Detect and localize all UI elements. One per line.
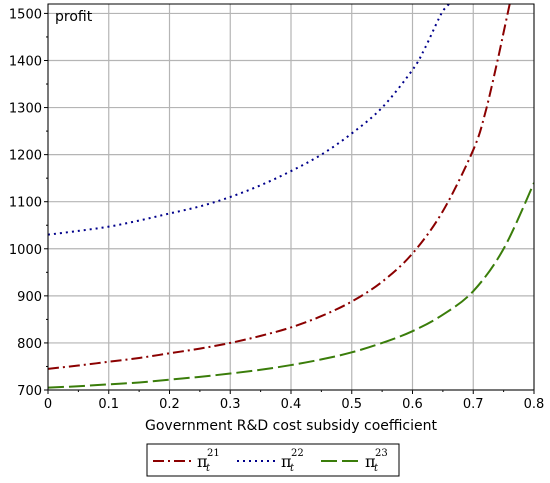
series-line-22: [48, 4, 449, 235]
x-tick-label: 0.6: [402, 397, 423, 412]
series-line-21: [48, 4, 510, 369]
legend-superscript: 22: [291, 448, 304, 459]
y-tick-label: 1100: [9, 196, 42, 211]
y-axis-label: profit: [55, 9, 93, 25]
legend-superscript: 23: [375, 448, 388, 459]
x-axis-label: Government R&D cost subsidy coefficient: [145, 418, 437, 434]
x-tick-label: 0.2: [159, 397, 180, 412]
y-tick-label: 1400: [9, 54, 42, 69]
y-tick-label: 1500: [9, 7, 42, 22]
x-tick-label: 0.8: [524, 397, 545, 412]
y-tick-label: 1200: [9, 149, 42, 164]
x-tick-label: 0.4: [281, 397, 302, 412]
x-tick-label: 0.3: [220, 397, 241, 412]
legend-superscript: 21: [207, 448, 220, 459]
x-tick-label: 0.5: [341, 397, 362, 412]
grid-lines: [44, 4, 534, 394]
y-tick-labels: 700 800 900 1000 1100 1200 1300 1400 1500: [9, 7, 42, 399]
y-tick-label: 800: [17, 337, 42, 352]
y-tick-label: 900: [17, 290, 42, 305]
x-tick-label: 0.1: [98, 397, 119, 412]
x-tick-labels: 0 0.1 0.2 0.3 0.4 0.5 0.6 0.7 0.8: [44, 397, 544, 412]
y-tick-label: 1000: [9, 243, 42, 258]
x-tick-label: 0.7: [463, 397, 484, 412]
x-tick-label: 0: [44, 397, 52, 412]
y-tick-label: 1300: [9, 102, 42, 117]
y-tick-label: 700: [17, 384, 42, 399]
